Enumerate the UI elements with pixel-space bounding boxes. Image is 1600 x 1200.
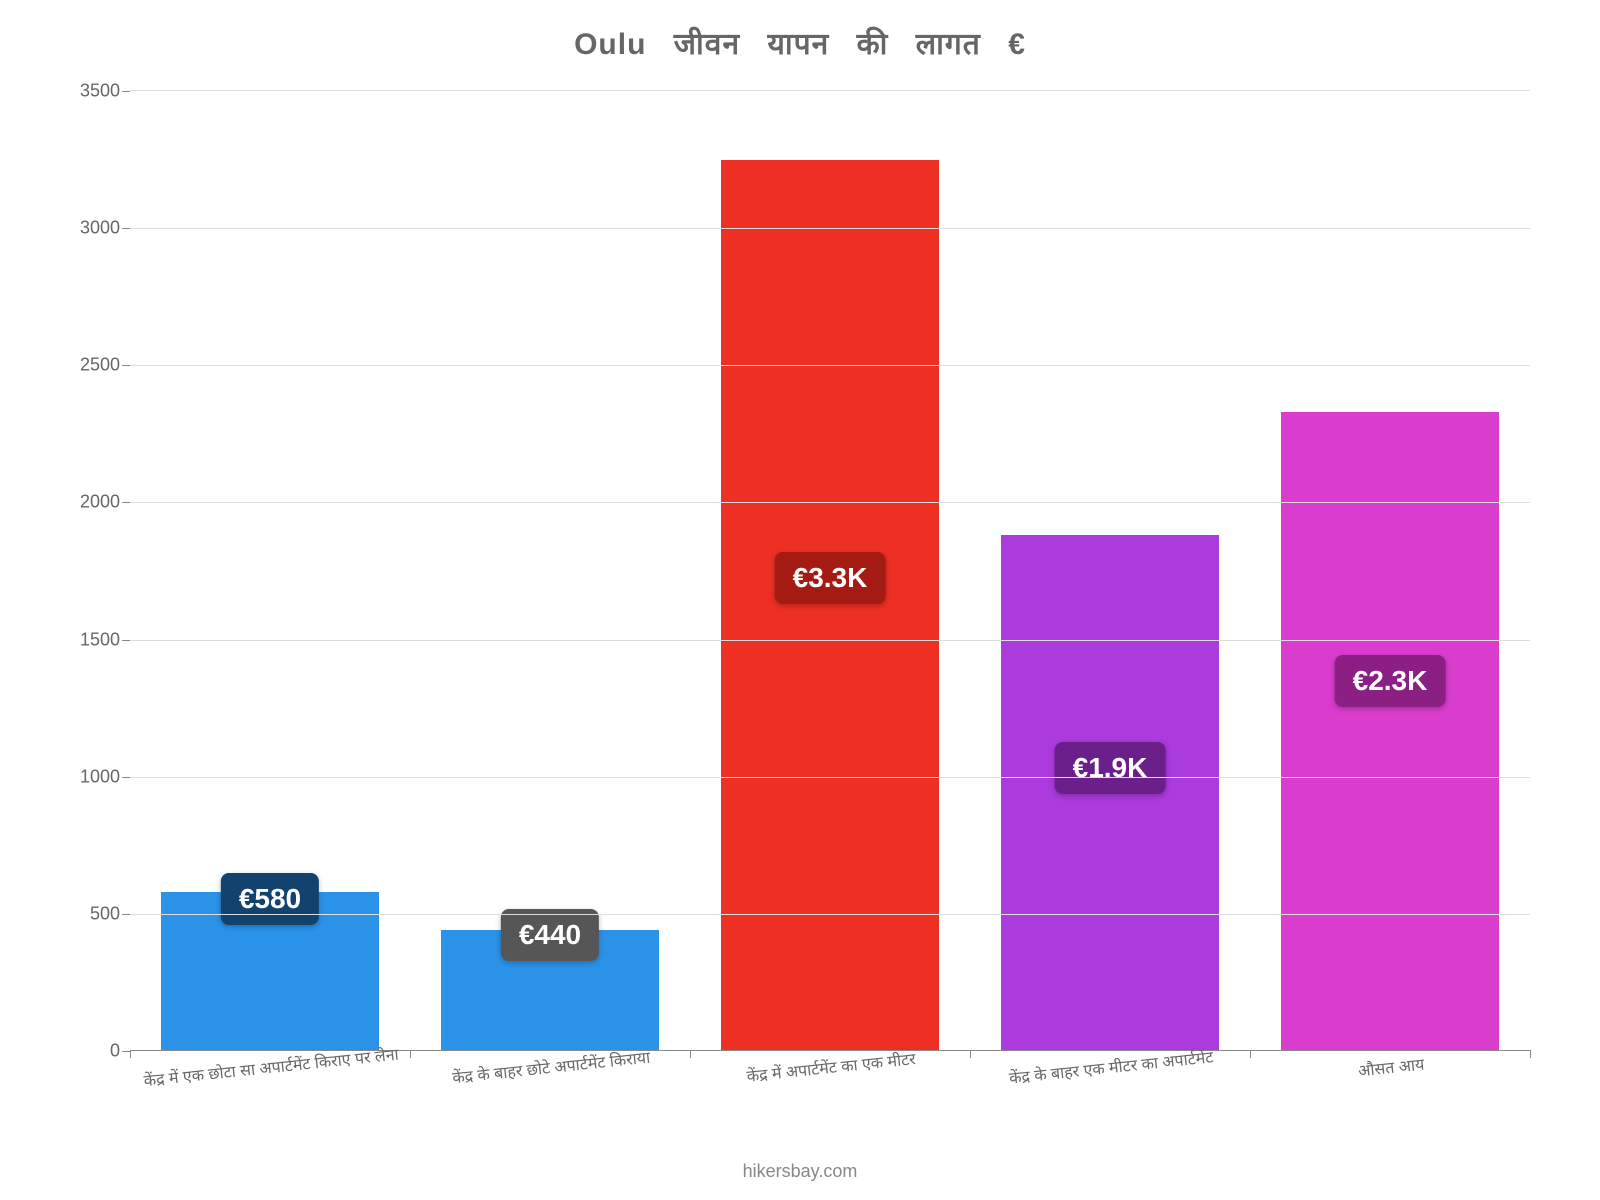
y-tick-label: 2500 <box>40 355 120 376</box>
chart-container: Oulu जीवन यापन की लागत € €580 €440 €3.3K €1… <box>50 20 1550 1140</box>
y-tick-mark <box>122 502 130 503</box>
footer-credit: hikersbay.com <box>0 1161 1600 1182</box>
x-tick-mark <box>1250 1050 1251 1058</box>
y-tick-label: 1000 <box>40 766 120 787</box>
bar-slot: €440 <box>410 91 690 1051</box>
x-tick-label: केंद्र में अपार्टमेंट का एक मीटर <box>746 1047 917 1087</box>
x-tick-label: केंद्र के बाहर छोटे अपार्टमेंट किराया <box>451 1046 651 1089</box>
y-tick-mark <box>122 1051 130 1052</box>
bar: €440 <box>441 930 659 1051</box>
bar-slot: €1.9K <box>970 91 1250 1051</box>
y-tick-mark <box>122 365 130 366</box>
gridline <box>130 365 1530 366</box>
x-label-slot: केंद्र के बाहर छोटे अपार्टमेंट किराया <box>410 1052 690 1112</box>
plot-area: €580€440€3.3K€1.9K€2.3K 0500100015002000… <box>130 90 1530 1051</box>
bar: €3.3K <box>721 160 939 1051</box>
value-badge: €3.3K <box>775 552 886 604</box>
bar: €1.9K <box>1001 535 1219 1051</box>
x-label-slot: औसत आय <box>1250 1052 1530 1112</box>
plot-inner: €580€440€3.3K€1.9K€2.3K 0500100015002000… <box>130 91 1530 1051</box>
gridline <box>130 914 1530 915</box>
bar-slot: €580 <box>130 91 410 1051</box>
gridline <box>130 777 1530 778</box>
x-tick-mark <box>970 1050 971 1058</box>
bar: €580 <box>161 892 379 1051</box>
x-tick-mark <box>690 1050 691 1058</box>
x-tick-label: केंद्र के बाहर एक मीटर का अपार्टमेंट <box>1008 1045 1214 1088</box>
bar-slot: €2.3K <box>1250 91 1530 1051</box>
y-tick-mark <box>122 91 130 92</box>
bar-slot: €3.3K <box>690 91 970 1051</box>
y-tick-label: 1500 <box>40 629 120 650</box>
bar: €2.3K <box>1281 412 1499 1051</box>
y-tick-label: 2000 <box>40 492 120 513</box>
gridline <box>130 640 1530 641</box>
x-axis-labels: केंद्र में एक छोटा सा अपार्टमेंट किराए प… <box>130 1052 1530 1112</box>
y-tick-label: 500 <box>40 903 120 924</box>
gridline <box>130 502 1530 503</box>
value-badge: €1.9K <box>1055 742 1166 794</box>
y-tick-mark <box>122 228 130 229</box>
y-tick-label: 3500 <box>40 81 120 102</box>
y-tick-mark <box>122 777 130 778</box>
gridline <box>130 228 1530 229</box>
x-label-slot: केंद्र में अपार्टमेंट का एक मीटर <box>690 1052 970 1112</box>
x-tick-mark <box>410 1050 411 1058</box>
value-badge: €580 <box>221 873 319 925</box>
y-tick-mark <box>122 640 130 641</box>
value-badge: €2.3K <box>1335 655 1446 707</box>
y-tick-label: 0 <box>40 1041 120 1062</box>
x-tick-label: औसत आय <box>1357 1053 1425 1082</box>
x-tick-mark <box>1530 1050 1531 1058</box>
chart-title: Oulu जीवन यापन की लागत € <box>50 20 1550 70</box>
x-label-slot: केंद्र में एक छोटा सा अपार्टमेंट किराए प… <box>130 1052 410 1112</box>
x-tick-mark <box>130 1050 131 1058</box>
x-label-slot: केंद्र के बाहर एक मीटर का अपार्टमेंट <box>970 1052 1250 1112</box>
y-tick-label: 3000 <box>40 218 120 239</box>
value-badge: €440 <box>501 909 599 961</box>
y-tick-mark <box>122 914 130 915</box>
bars-group: €580 €440 €3.3K €1.9K €2.3K <box>130 91 1530 1051</box>
